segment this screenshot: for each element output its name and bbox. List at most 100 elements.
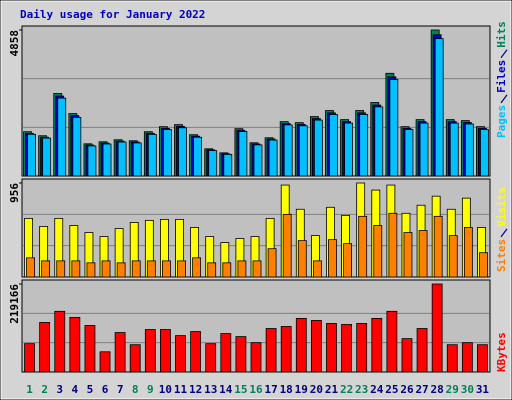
bar	[267, 248, 277, 278]
bar	[238, 131, 248, 177]
bar	[147, 133, 157, 177]
x-tick-label: 24	[370, 383, 384, 396]
x-tick-label: 22	[340, 383, 353, 396]
bar	[401, 338, 413, 373]
x-tick-label: 1	[26, 383, 33, 396]
bar	[295, 317, 307, 373]
bar	[26, 257, 35, 278]
bar	[177, 260, 186, 278]
bar	[131, 260, 141, 278]
x-tick-label: 9	[147, 383, 154, 396]
bar	[146, 260, 156, 278]
bar	[56, 260, 66, 278]
bar	[433, 215, 443, 278]
bar	[162, 260, 171, 278]
y-tick-label: 956	[8, 183, 21, 203]
bar	[359, 114, 369, 177]
x-tick-label: 21	[325, 383, 339, 396]
bar	[356, 323, 368, 373]
bar	[388, 212, 398, 278]
x-tick-label: 30	[461, 383, 474, 396]
bar	[313, 119, 323, 177]
bar	[86, 262, 96, 278]
bar	[190, 331, 202, 373]
bar	[87, 145, 97, 177]
bar	[223, 153, 233, 177]
bar	[328, 239, 337, 278]
bar	[329, 114, 338, 177]
bar	[39, 322, 51, 373]
x-tick-label: 12	[189, 383, 202, 396]
bar	[84, 325, 96, 373]
bar	[71, 260, 81, 278]
bar	[160, 329, 171, 373]
bar	[192, 257, 202, 278]
bar	[268, 139, 278, 177]
bar	[222, 262, 232, 278]
x-tick-label: 13	[204, 383, 217, 396]
bar	[237, 260, 247, 278]
bar	[252, 260, 262, 278]
x-tick-label: 25	[385, 383, 398, 396]
bar	[69, 316, 81, 373]
y-tick-label: 219166	[8, 284, 21, 324]
bar	[480, 129, 489, 177]
bar	[446, 344, 458, 373]
bar	[175, 335, 186, 373]
bar	[344, 122, 353, 177]
bar	[416, 328, 428, 373]
bar	[132, 142, 142, 177]
bar	[99, 351, 111, 373]
x-tick-label: 2	[41, 383, 48, 396]
x-tick-label: 18	[280, 383, 293, 396]
x-tick-label: 26	[400, 383, 414, 396]
bar	[265, 328, 277, 373]
bar	[114, 332, 126, 373]
legend-separator	[500, 228, 508, 238]
bar	[235, 336, 247, 373]
bar	[205, 343, 217, 373]
bar	[283, 124, 293, 177]
bar	[116, 262, 126, 278]
x-tick-label: 17	[264, 383, 277, 396]
bar	[386, 310, 398, 373]
x-tick-label: 7	[117, 383, 124, 396]
x-tick-label: 3	[56, 383, 63, 396]
bar	[479, 252, 488, 278]
x-tick-label: 19	[295, 383, 308, 396]
y-tick-label: 4858	[8, 30, 21, 57]
bar	[193, 136, 203, 177]
legend-entry: Pages	[495, 105, 508, 138]
x-tick-label: 14	[219, 383, 233, 396]
bar	[280, 326, 292, 373]
bar	[42, 137, 52, 177]
bar	[72, 116, 82, 177]
bar	[343, 243, 352, 278]
bar	[419, 122, 429, 177]
bar	[57, 97, 67, 177]
bar	[253, 144, 263, 177]
bar	[434, 38, 444, 177]
x-tick-label: 20	[310, 383, 323, 396]
bar	[403, 232, 413, 278]
bar	[102, 143, 112, 177]
bar	[449, 122, 459, 177]
bar	[298, 125, 308, 177]
bar	[163, 129, 172, 177]
x-tick-label: 15	[234, 383, 247, 396]
legend-entry: KBytes	[495, 332, 508, 372]
bar	[129, 344, 141, 373]
bar	[207, 262, 217, 278]
bar	[282, 213, 292, 278]
bar	[389, 79, 399, 177]
bar	[312, 260, 322, 278]
x-tick-label: 27	[415, 383, 428, 396]
bar	[144, 329, 156, 373]
x-tick-label: 11	[174, 383, 188, 396]
bar	[448, 235, 458, 278]
bar	[461, 342, 473, 373]
bar	[341, 324, 352, 373]
legend-entry: Files	[495, 60, 508, 93]
